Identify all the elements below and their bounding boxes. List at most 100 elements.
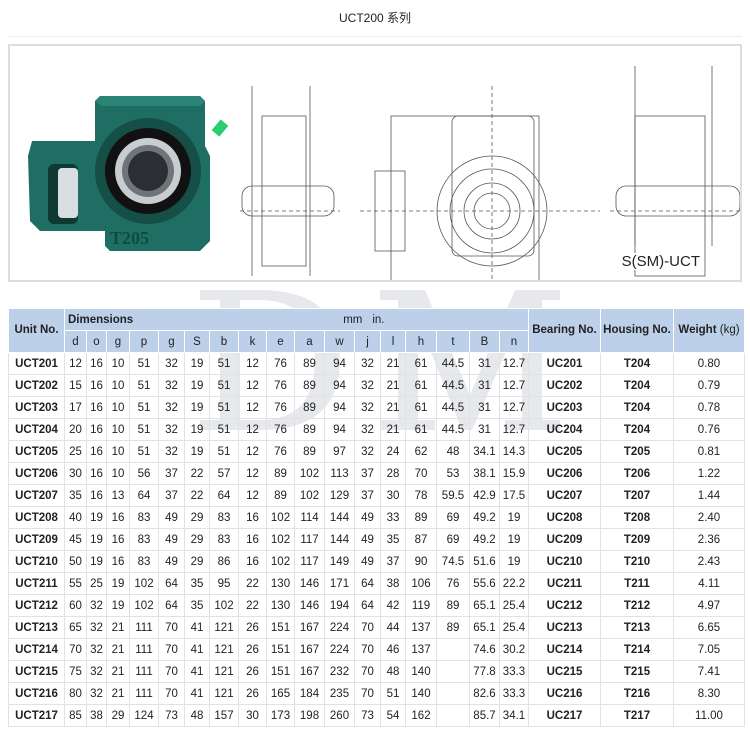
dimension-cell: 114 bbox=[294, 506, 325, 529]
dimension-cell: 61 bbox=[405, 374, 437, 397]
dimension-cell: 26 bbox=[238, 638, 267, 661]
dimension-cell: 57 bbox=[209, 462, 239, 485]
dimension-cell: 32 bbox=[158, 440, 185, 463]
unit-no-cell: UCT201 bbox=[8, 352, 65, 375]
header-dim: B bbox=[469, 330, 500, 353]
table-row: UCT204 20 16 10 51 32 19 51 12 76 89 94 32 21 61 44.5 31… bbox=[8, 418, 745, 441]
dimension-cell: 111 bbox=[129, 638, 159, 661]
dimension-cell: 48 bbox=[380, 660, 406, 683]
dimension-cell: 64 bbox=[158, 594, 185, 617]
dimension-cell: 235 bbox=[324, 682, 355, 705]
dimension-cell: 119 bbox=[405, 594, 437, 617]
bearing-no-cell: UC202 bbox=[528, 374, 601, 397]
dimension-cell: 48 bbox=[184, 704, 210, 727]
dimension-cell: 29 bbox=[184, 528, 210, 551]
dimension-cell: 89 bbox=[436, 616, 470, 639]
header-dim: e bbox=[266, 330, 295, 353]
dimension-cell: 19 bbox=[86, 506, 107, 529]
dimension-cell: 117 bbox=[294, 528, 325, 551]
dimension-cell: 111 bbox=[129, 660, 159, 683]
dimension-cell: 151 bbox=[266, 638, 295, 661]
bearing-no-cell: UC215 bbox=[528, 660, 601, 683]
header-dim: w bbox=[324, 330, 355, 353]
bearing-no-cell: UC210 bbox=[528, 550, 601, 573]
dimension-cell: 22 bbox=[184, 484, 210, 507]
dimension-cell: 32 bbox=[86, 660, 107, 683]
dimension-cell: 32 bbox=[354, 352, 381, 375]
dimension-cell: 102 bbox=[129, 594, 159, 617]
dimension-cell: 21 bbox=[106, 638, 130, 661]
dimension-cell: 19 bbox=[184, 396, 210, 419]
bearing-no-cell: UC206 bbox=[528, 462, 601, 485]
table-row: UCT202 15 16 10 51 32 19 51 12 76 89 94 32 21 61 44.5 31… bbox=[8, 374, 745, 397]
dimension-cell: 16 bbox=[86, 352, 107, 375]
dimension-cell: 32 bbox=[354, 440, 381, 463]
bearing-no-cell: UC204 bbox=[528, 418, 601, 441]
dimension-cell: 21 bbox=[106, 682, 130, 705]
dimension-cell: 31 bbox=[469, 374, 500, 397]
dimension-cell: 31 bbox=[469, 396, 500, 419]
header-dim: t bbox=[436, 330, 470, 353]
dimension-cell: 41 bbox=[184, 638, 210, 661]
weight-cell: 1.44 bbox=[673, 484, 745, 507]
dimension-cell: 76 bbox=[266, 352, 295, 375]
dimension-cell: 83 bbox=[129, 550, 159, 573]
dimension-cell: 35 bbox=[380, 528, 406, 551]
dimension-cell: 102 bbox=[129, 572, 159, 595]
dimension-cell: 38 bbox=[86, 704, 107, 727]
table-row: UCT208 40 19 16 83 49 29 83 16 102 114 144 49 33 89 69 4… bbox=[8, 506, 745, 529]
dimension-cell: 90 bbox=[405, 550, 437, 573]
dimension-cell: 83 bbox=[129, 528, 159, 551]
dimension-cell: 89 bbox=[266, 462, 295, 485]
dimension-cell: 29 bbox=[184, 506, 210, 529]
unit-no-cell: UCT203 bbox=[8, 396, 65, 419]
dimension-cell: 89 bbox=[266, 484, 295, 507]
housing-no-cell: T217 bbox=[600, 704, 674, 727]
dimension-cell: 32 bbox=[158, 418, 185, 441]
dimension-cell: 33 bbox=[380, 506, 406, 529]
dimension-cell: 37 bbox=[158, 462, 185, 485]
dimension-cell: 65.1 bbox=[469, 594, 500, 617]
dimension-cell: 70 bbox=[354, 616, 381, 639]
dimension-cell: 44.5 bbox=[436, 374, 470, 397]
dimension-cell: 16 bbox=[238, 506, 267, 529]
dimension-cell: 10 bbox=[106, 352, 130, 375]
housing-no-cell: T208 bbox=[600, 506, 674, 529]
dimension-cell: 30 bbox=[380, 484, 406, 507]
dimension-cell: 70 bbox=[158, 638, 185, 661]
dimension-cell: 97 bbox=[324, 440, 355, 463]
header-dim: l bbox=[380, 330, 406, 353]
dimension-cell bbox=[436, 660, 470, 683]
header-unit-no: Unit No. bbox=[8, 308, 65, 353]
weight-unit: (kg) bbox=[719, 324, 740, 336]
table-row: UCT215 75 32 21 111 70 41 121 26 151 167 232 70 48 140… bbox=[8, 660, 745, 683]
dimension-cell: 137 bbox=[405, 638, 437, 661]
header-dim: n bbox=[499, 330, 529, 353]
dimension-cell: 129 bbox=[324, 484, 355, 507]
dimension-cell: 19 bbox=[86, 528, 107, 551]
dimension-cell: 130 bbox=[266, 594, 295, 617]
dimension-cell: 25 bbox=[64, 440, 87, 463]
dimension-cell: 61 bbox=[405, 352, 437, 375]
take-up-unit-photo: T205 bbox=[28, 96, 229, 251]
header-dim: a bbox=[294, 330, 325, 353]
housing-no-cell: T216 bbox=[600, 682, 674, 705]
dimension-cell: 12 bbox=[238, 352, 267, 375]
dimension-cell: 32 bbox=[86, 638, 107, 661]
table-row: UCT205 25 16 10 51 32 19 51 12 76 89 97 32 24 62 48 34.1… bbox=[8, 440, 745, 463]
housing-marking: T205 bbox=[110, 228, 149, 248]
dimension-cell: 16 bbox=[238, 528, 267, 551]
dimension-cell: 61 bbox=[405, 396, 437, 419]
unit-no-cell: UCT214 bbox=[8, 638, 65, 661]
dimension-cell: 89 bbox=[294, 396, 325, 419]
dimension-cell: 22.2 bbox=[499, 572, 529, 595]
dimension-cell: 22 bbox=[238, 572, 267, 595]
dimension-cell: 224 bbox=[324, 616, 355, 639]
header-dimensions: Dimensions mm in. bbox=[64, 308, 529, 331]
weight-cell: 2.36 bbox=[673, 528, 745, 551]
weight-cell: 0.80 bbox=[673, 352, 745, 375]
weight-cell: 2.40 bbox=[673, 506, 745, 529]
dimension-cell: 32 bbox=[354, 396, 381, 419]
dimension-cell bbox=[436, 704, 470, 727]
dimension-cell: 22 bbox=[184, 462, 210, 485]
